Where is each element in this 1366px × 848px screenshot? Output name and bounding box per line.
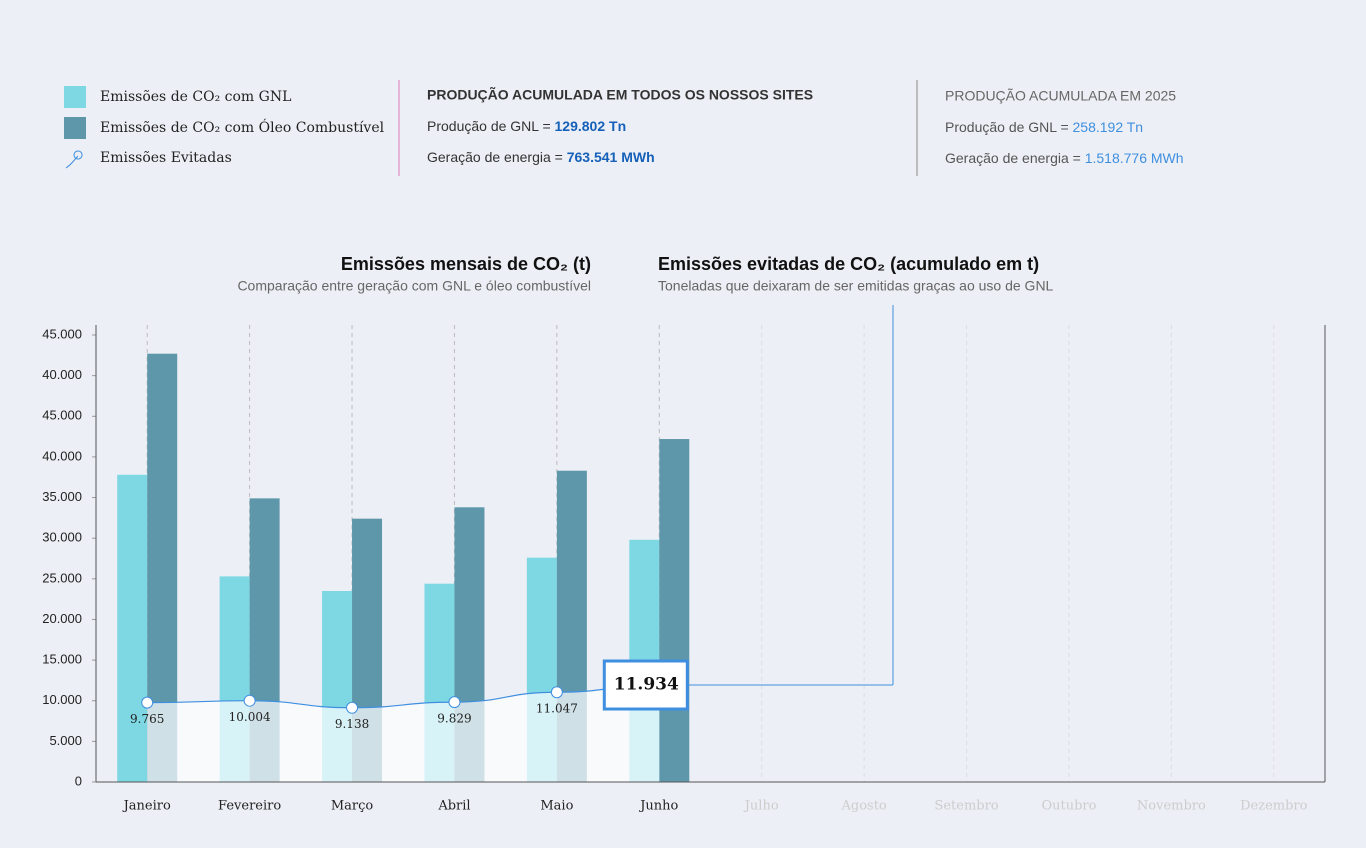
line [147,684,660,709]
y-tick-label: 45.000 [42,408,82,423]
y-tick-label: 40.000 [42,367,82,382]
x-tick-label: Março [331,799,374,814]
chart-title: Emissões mensais de CO₂ (t) [341,254,591,274]
stats-heading: PRODUÇÃO ACUMULADA EM 2025 [945,88,1176,104]
y-tick-label: 15.000 [42,652,82,667]
x-tick-label: Maio [540,799,573,814]
t: Geração de energia = [945,150,1081,166]
legend-label: Emissões de CO₂ com Óleo Combustível [100,118,385,136]
t: 129.802 Tn [555,118,627,134]
callout-label: 11.934 [614,675,679,695]
x-tick-label: Dezembro [1240,799,1308,814]
y-tick-label: 25.000 [42,570,82,585]
t: 763.541 MWh [567,149,655,165]
point [243,694,256,707]
t: 1.518.776 MWh [1085,150,1184,166]
point [550,686,563,699]
y-tick-label: 0 [75,773,82,788]
stats-label: Geração de energia = 1.518.776 MWh [945,150,1184,166]
x-tick-label: Janeiro [122,799,171,814]
y-tick-label: 45.000 [42,326,82,341]
x-tick-label: Setembro [934,799,998,814]
data-label: 9.765 [130,712,164,726]
area [147,685,660,782]
y-tick-label: 35.000 [42,489,82,504]
t: 258.192 Tn [1073,119,1144,135]
chart-subtitle: Toneladas que deixaram de ser emitidas g… [658,278,1054,294]
plot: 0 5.000 10.000 15.000 20.000 25.000 30.000 35.0… [42,305,1326,814]
stats-label: Produção de GNL = 258.192 Tn [945,119,1143,135]
legend-label: Emissões de CO₂ com GNL [100,89,291,105]
chart-subtitle: Comparação entre geração com GNL e óleo … [237,278,591,294]
t: Geração de energia = [427,149,563,165]
legend-swatch [64,86,86,108]
data-label: 11.047 [536,702,578,716]
y-tick-label: 30.000 [42,530,82,545]
callout-box [602,659,689,711]
x-tick-label: Abril [437,799,470,814]
x-tick-label: Junho [638,799,678,814]
t: Produção de GNL = [945,119,1069,135]
x-tick-label: Agosto [840,799,886,814]
point [448,696,461,709]
stats-label: Produção de GNL = 129.802 Tn [427,118,626,134]
point [141,696,154,709]
point [346,701,359,714]
x-tick-label: Fevereiro [218,799,281,814]
stats-label: Geração de energia = 763.541 MWh [427,149,655,165]
legend-swatch [64,117,86,139]
data-label: 9.138 [335,717,369,731]
data-label: 10.004 [229,710,271,724]
y-tick-label: 10.000 [42,692,82,707]
chart-title: Emissões evitadas de CO₂ (acumulado em t… [658,254,1039,274]
x-tick-label: Outubro [1041,799,1096,814]
legend-line-icon [65,150,83,169]
data-label: 9.829 [437,712,471,726]
x-tick-label: Novembro [1137,799,1206,814]
bar [659,439,690,782]
x-tick-label: Julho [743,799,779,814]
y-tick-label: 5.000 [49,733,82,748]
stats-heading: PRODUÇÃO ACUMULADA EM TODOS OS NOSSOS SI… [427,86,813,103]
legend-label: Emissões Evitadas [100,150,232,166]
y-tick-label: 20.000 [42,611,82,626]
bar [117,474,148,782]
t: Produção de GNL = [427,118,551,134]
y-tick-label: 40.000 [42,448,82,463]
